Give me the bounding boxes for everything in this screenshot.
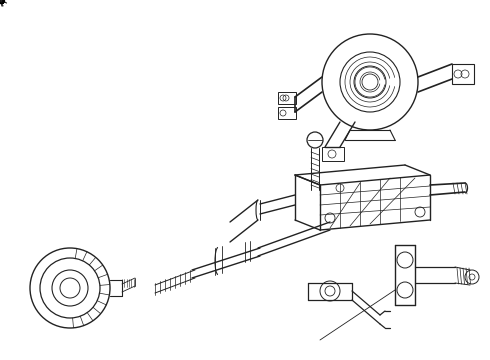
Text: 5: 5 — [0, 0, 6, 7]
Text: 1: 1 — [0, 0, 5, 7]
Text: 4: 4 — [0, 0, 5, 7]
Bar — [322, 147, 344, 161]
Bar — [278, 107, 296, 119]
Bar — [452, 64, 474, 84]
Text: 2: 2 — [0, 0, 5, 7]
Text: 6: 6 — [0, 0, 5, 7]
Bar — [278, 92, 296, 104]
Text: 3: 3 — [0, 0, 4, 7]
